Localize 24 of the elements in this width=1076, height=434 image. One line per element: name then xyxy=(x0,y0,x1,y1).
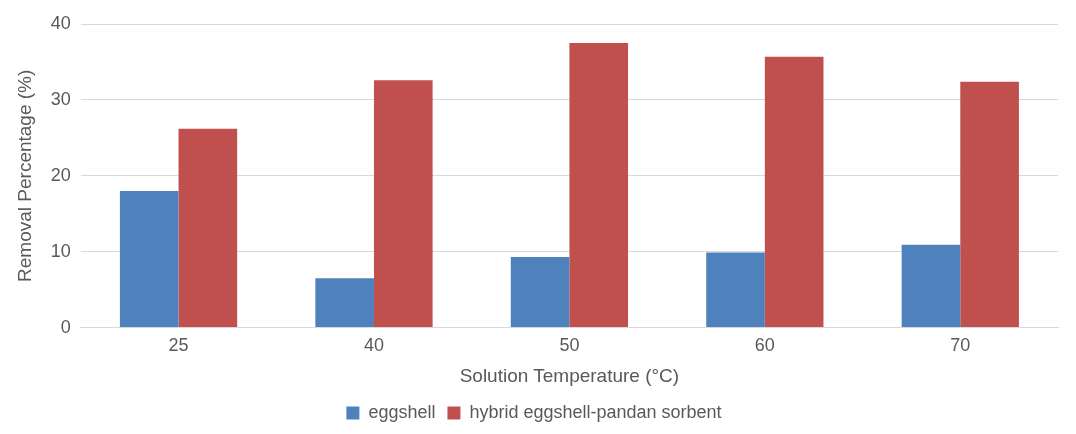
y-tick-label: 10 xyxy=(50,240,71,261)
bar xyxy=(119,190,179,328)
bar xyxy=(510,257,570,328)
y-tick-label: 30 xyxy=(50,88,71,109)
x-axis-title: Solution Temperature (°C) xyxy=(459,364,680,386)
x-tick-label: 60 xyxy=(754,335,775,356)
x-tick-label: 50 xyxy=(559,335,580,356)
x-tick-label: 40 xyxy=(363,335,384,356)
bar xyxy=(178,128,238,328)
bar xyxy=(315,278,374,328)
legend-label: hybrid eggshell-pandan sorbent xyxy=(469,401,722,422)
bar xyxy=(706,252,765,328)
y-tick-label: 0 xyxy=(60,316,71,337)
bar xyxy=(569,42,629,328)
bar xyxy=(901,244,961,328)
y-tick-label: 20 xyxy=(50,164,71,185)
bar xyxy=(764,56,824,328)
bar xyxy=(960,81,1019,328)
y-axis-title: Removal Percentage (%) xyxy=(13,69,35,282)
legend-label: eggshell xyxy=(368,401,436,422)
x-tick-label: 25 xyxy=(168,335,189,356)
x-tick-label: 70 xyxy=(950,335,971,356)
y-tick-label: 40 xyxy=(50,12,71,33)
bar xyxy=(373,80,433,328)
